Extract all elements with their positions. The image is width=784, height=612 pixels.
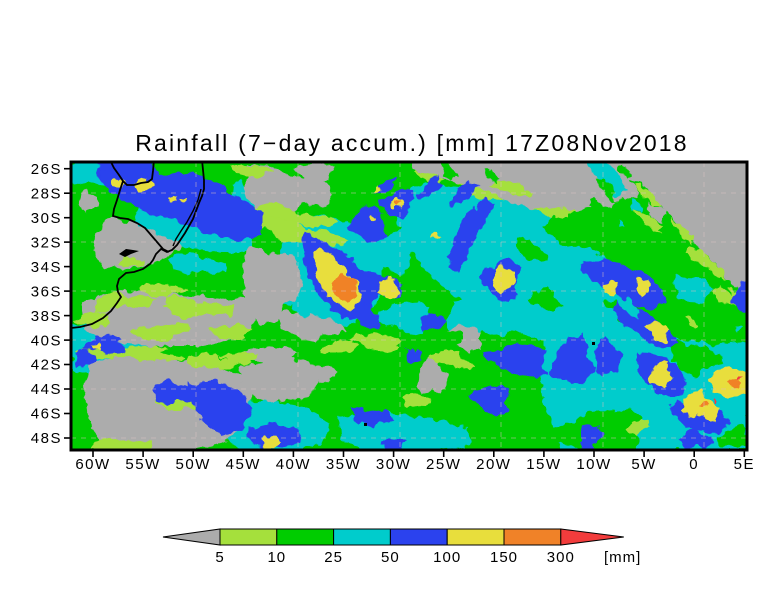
svg-text:40W: 40W — [276, 456, 311, 473]
svg-text:40S: 40S — [31, 332, 62, 349]
svg-text:36S: 36S — [31, 283, 62, 300]
svg-text:26S: 26S — [31, 161, 62, 178]
svg-text:10: 10 — [267, 549, 286, 566]
svg-text:20W: 20W — [476, 456, 511, 473]
svg-text:55W: 55W — [125, 456, 160, 473]
svg-text:50W: 50W — [176, 456, 211, 473]
svg-text:Rainfall (7−day accum.) [mm] 1: Rainfall (7−day accum.) [mm] 17Z08Nov201… — [135, 130, 689, 156]
svg-text:[mm]: [mm] — [604, 549, 641, 566]
svg-text:34S: 34S — [31, 259, 62, 276]
svg-text:25: 25 — [324, 549, 343, 566]
svg-text:60W: 60W — [75, 456, 110, 473]
svg-text:10W: 10W — [576, 456, 611, 473]
svg-text:15W: 15W — [526, 456, 561, 473]
svg-text:5W: 5W — [631, 456, 657, 473]
svg-text:32S: 32S — [31, 234, 62, 251]
svg-text:46S: 46S — [31, 406, 62, 423]
svg-text:28S: 28S — [31, 185, 62, 202]
svg-text:45W: 45W — [226, 456, 261, 473]
svg-text:30S: 30S — [31, 210, 62, 227]
svg-text:35W: 35W — [326, 456, 361, 473]
svg-text:150: 150 — [490, 549, 518, 566]
svg-text:300: 300 — [547, 549, 575, 566]
svg-text:100: 100 — [433, 549, 461, 566]
svg-text:5: 5 — [215, 549, 224, 566]
svg-text:48S: 48S — [31, 430, 62, 447]
svg-text:44S: 44S — [31, 381, 62, 398]
svg-text:5E: 5E — [734, 456, 755, 473]
svg-text:25W: 25W — [426, 456, 461, 473]
svg-text:42S: 42S — [31, 357, 62, 374]
svg-text:50: 50 — [381, 549, 400, 566]
svg-text:38S: 38S — [31, 308, 62, 325]
svg-text:0: 0 — [689, 456, 699, 473]
svg-text:30W: 30W — [376, 456, 411, 473]
